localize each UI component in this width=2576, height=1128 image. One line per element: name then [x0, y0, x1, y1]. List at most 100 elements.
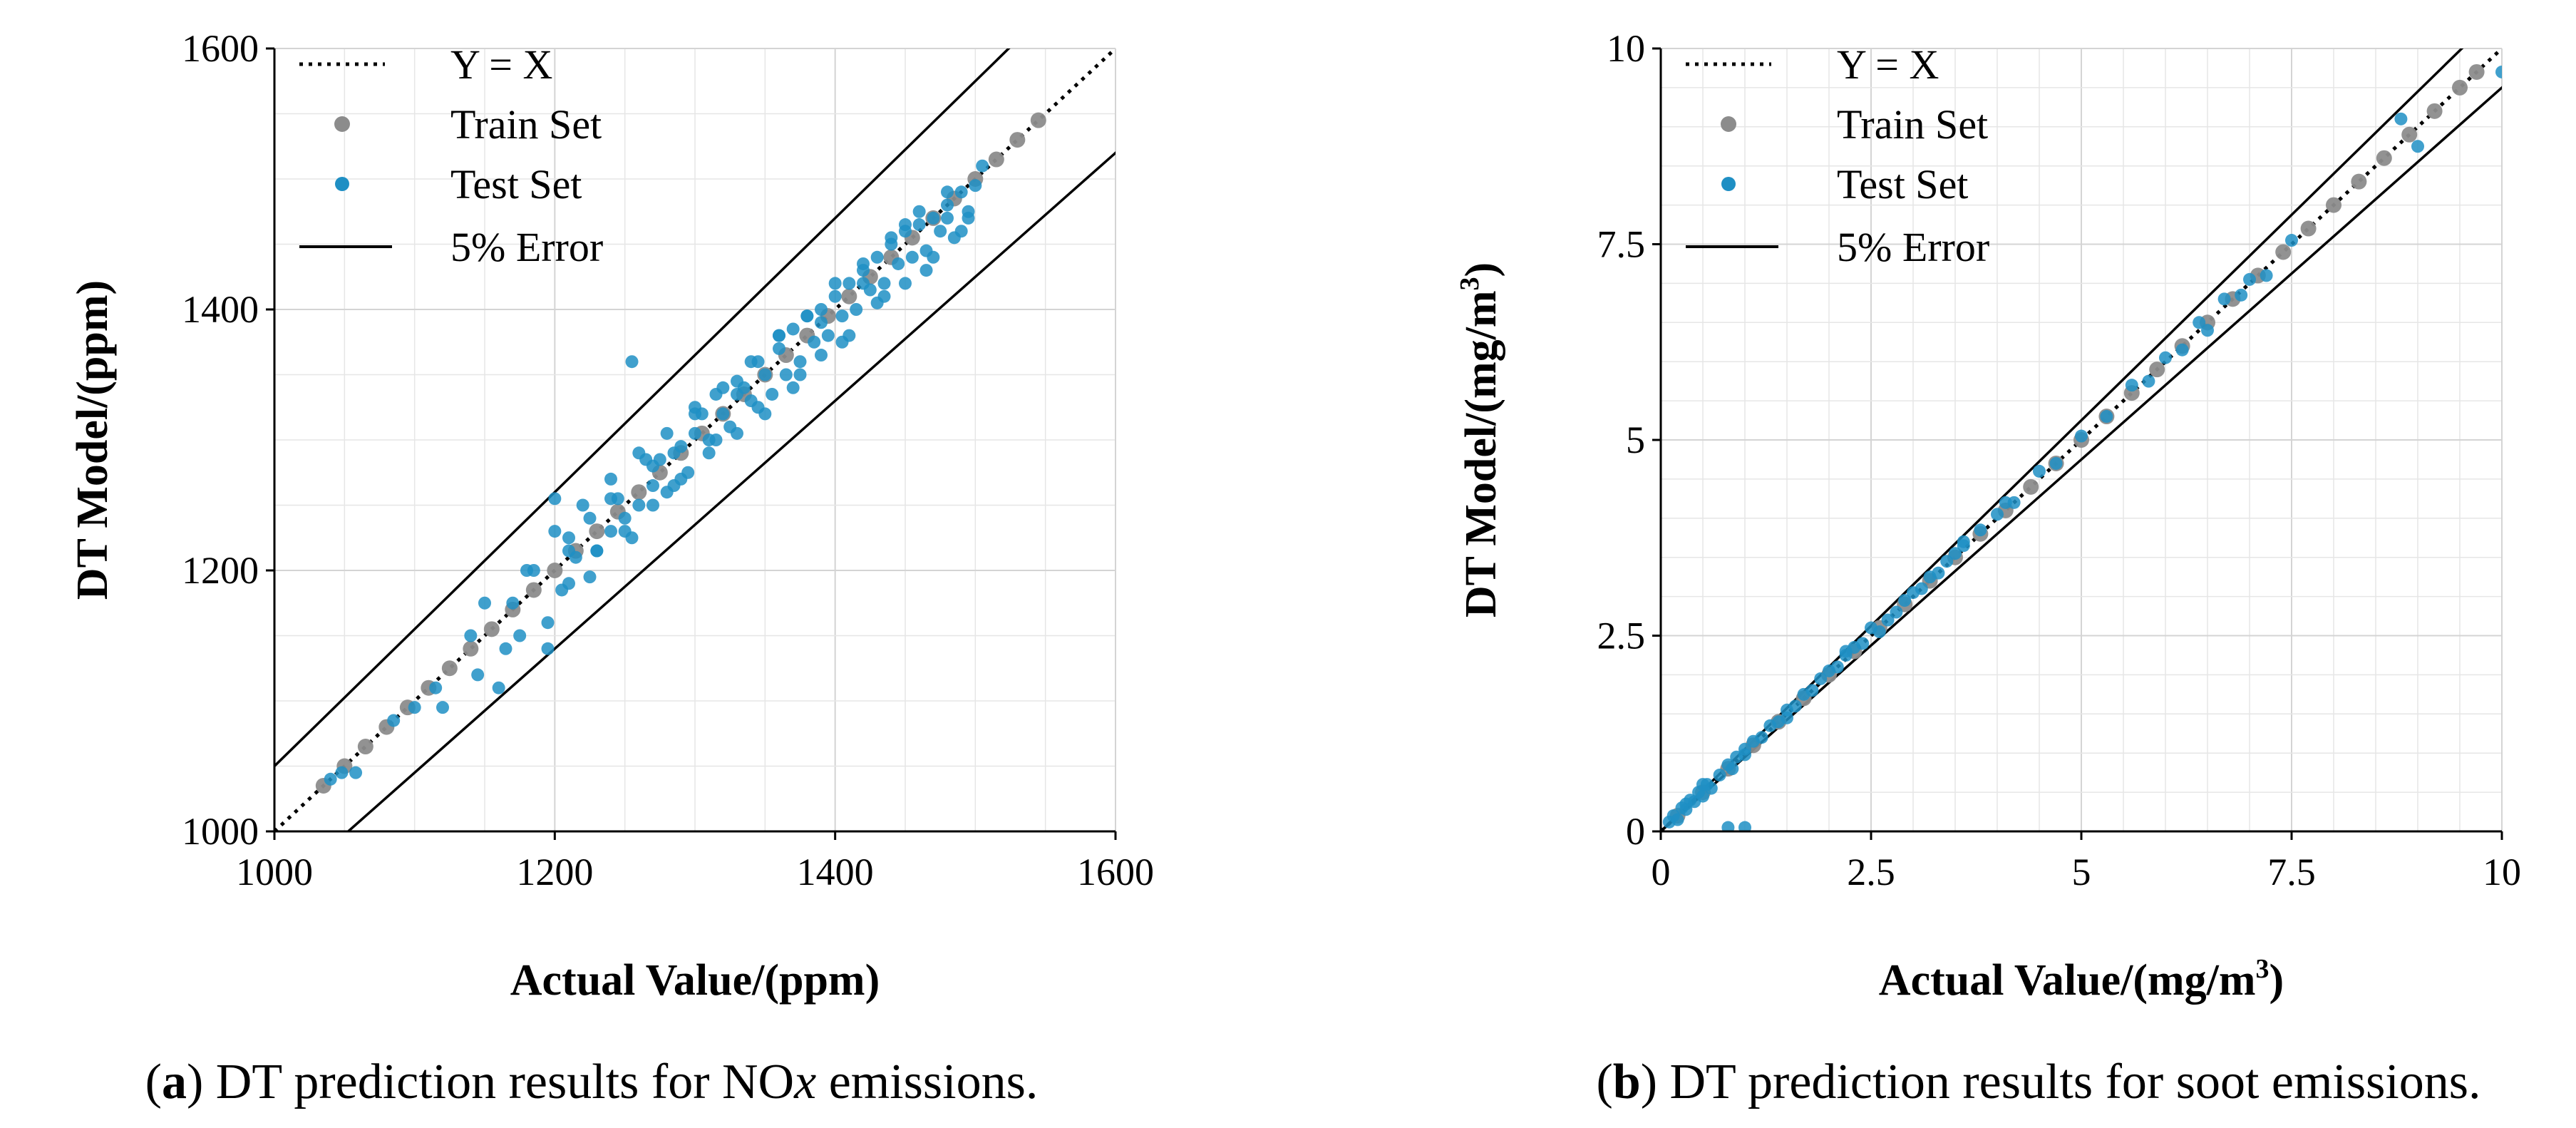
train-point — [589, 523, 605, 540]
test-point — [2235, 288, 2248, 302]
test-point — [815, 349, 828, 362]
test-point — [583, 570, 597, 584]
y-tick-label: 0 — [1626, 810, 1645, 853]
reference-line-y-equals-x — [274, 48, 1116, 831]
chart-a-reference-lines — [274, 48, 1116, 831]
test-point — [941, 185, 954, 199]
test-point — [2033, 464, 2046, 478]
test-point — [716, 407, 730, 421]
legend-train-swatch — [334, 116, 350, 132]
test-point — [1872, 625, 1886, 639]
test-point — [2217, 292, 2231, 306]
test-point — [1788, 699, 1802, 713]
chart-a-caption: (a) DT prediction results for NOx emissi… — [145, 1055, 1039, 1109]
test-point — [478, 596, 491, 610]
test-point — [2260, 269, 2273, 282]
test-point — [892, 257, 905, 270]
test-point — [632, 446, 646, 460]
reference-line-plus-5pct — [274, 48, 1011, 767]
train-point — [483, 621, 500, 637]
test-point — [408, 701, 421, 714]
test-point — [877, 289, 891, 303]
test-point — [1755, 731, 1768, 744]
test-point — [618, 511, 632, 525]
test-point — [1738, 821, 1751, 831]
test-point — [1830, 660, 1844, 674]
test-point — [2411, 140, 2424, 153]
y-tick-label: 2.5 — [1597, 615, 1646, 657]
train-point — [2351, 173, 2367, 190]
test-point — [520, 564, 533, 577]
test-point — [2175, 343, 2189, 357]
chart-a-xlabel: Actual Value/(ppm) — [510, 956, 880, 1005]
legend-train-swatch — [1721, 116, 1736, 132]
train-point — [441, 660, 458, 677]
train-point — [2149, 362, 2165, 378]
legend-train-label: Train Set — [1837, 101, 1988, 148]
test-point — [1805, 684, 1819, 697]
train-point — [357, 739, 373, 755]
train-point — [2426, 103, 2443, 119]
train-point — [2468, 63, 2485, 80]
test-point — [1671, 813, 1684, 826]
test-point — [863, 283, 877, 297]
test-point — [716, 381, 730, 394]
test-point — [1949, 547, 1962, 560]
x-tick-label: 1600 — [1077, 851, 1154, 893]
test-point — [2159, 351, 2172, 364]
test-point — [2142, 374, 2155, 388]
test-point — [335, 766, 349, 779]
x-tick-label: 1200 — [516, 851, 593, 893]
test-point — [779, 368, 793, 381]
train-point — [2275, 244, 2292, 260]
test-point — [835, 309, 849, 323]
train-point — [988, 151, 1004, 168]
test-point — [927, 211, 940, 225]
test-point — [548, 492, 562, 506]
test-point — [387, 714, 401, 727]
test-point — [941, 211, 954, 225]
chart-b-xlabel-close: ) — [2270, 956, 2284, 1005]
test-point — [969, 179, 982, 193]
test-point — [541, 616, 555, 630]
test-point — [590, 544, 604, 558]
y-tick-label: 1200 — [182, 549, 259, 592]
test-point — [1713, 768, 1726, 781]
test-point — [562, 577, 575, 590]
test-point — [919, 264, 933, 277]
test-point — [905, 250, 919, 264]
test-point — [1856, 637, 1870, 650]
test-point — [625, 355, 639, 369]
test-point — [1957, 535, 1970, 548]
y-tick-label: 5 — [1626, 419, 1645, 461]
test-point — [1839, 645, 1853, 658]
test-point — [667, 479, 681, 493]
chart-b-ylabel-close: ) — [1457, 262, 1505, 277]
x-tick-label: 2.5 — [1847, 851, 1895, 893]
y-tick-label: 1600 — [182, 27, 259, 70]
test-point — [962, 205, 975, 218]
y-tick-label: 1000 — [182, 810, 259, 853]
train-point — [525, 582, 542, 598]
chart-b-caption-text: DT prediction results for soot emissions… — [1657, 1055, 2481, 1109]
test-point — [744, 355, 758, 369]
test-point — [646, 498, 659, 512]
test-point — [2285, 234, 2298, 247]
test-point — [1932, 566, 1945, 580]
test-point — [1915, 582, 1928, 595]
chart-b-ticks: 0 2.5 5 7.5 10 0 2.5 5 7.5 10 — [1597, 27, 2522, 893]
test-point — [646, 479, 659, 493]
test-point — [899, 218, 912, 232]
test-point — [689, 401, 701, 414]
test-point — [1898, 594, 1912, 607]
test-point — [1781, 711, 1793, 724]
x-tick-label: 7.5 — [2267, 851, 2316, 893]
train-point — [2023, 478, 2039, 495]
test-point — [562, 531, 575, 545]
test-point — [2394, 112, 2408, 125]
test-point — [786, 322, 800, 336]
test-point — [773, 329, 785, 342]
test-point — [1696, 789, 1709, 803]
test-point — [766, 387, 779, 401]
test-point — [709, 434, 723, 446]
